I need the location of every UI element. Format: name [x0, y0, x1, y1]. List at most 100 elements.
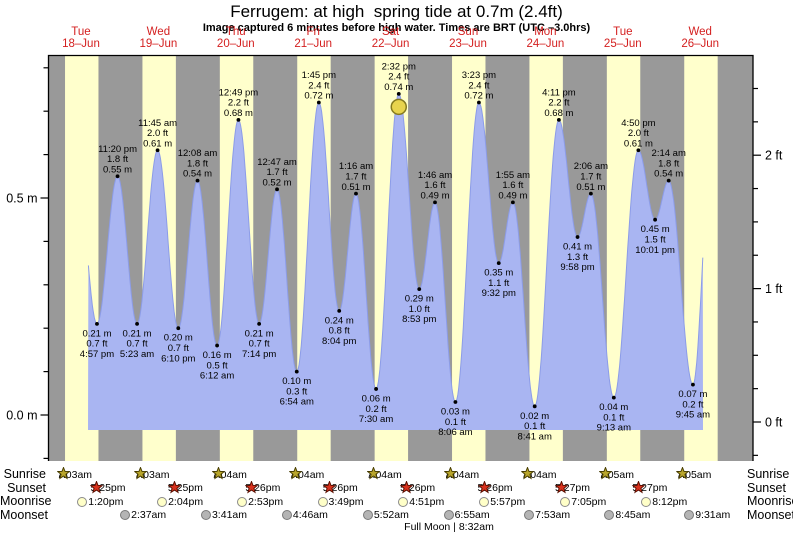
moonset-time: 9:31am [695, 509, 731, 521]
tide-annotation: 3:23 pm 2.4 ft 0.72 m [462, 70, 496, 102]
tide-dot [433, 200, 437, 205]
left-axis-label: 0.5 m [6, 192, 37, 206]
tide-annotation: 2:14 am 1.8 ft 0.54 m [652, 148, 686, 180]
moonset-entry: 6:55am [443, 508, 490, 523]
moonset-time: 5:52am [373, 509, 409, 521]
almanac-row-label-left-moonset: Moonset [0, 507, 48, 522]
tide-dot [653, 217, 658, 222]
moonset-time: 7:53am [535, 509, 571, 521]
moonrise-icon [641, 496, 652, 507]
tide-dot [215, 343, 219, 348]
tide-dot [477, 100, 481, 105]
day-date: 26–Jun [681, 38, 720, 50]
moonrise-time: 8:12pm [652, 495, 688, 508]
day-of-week: Thu [225, 26, 246, 38]
moonrise-entry: 4:51pm [398, 494, 444, 509]
day-label: Mon 24–Jun [510, 26, 580, 50]
moonrise-entry: 7:05pm [560, 494, 606, 509]
right-axis-label: 0 ft [765, 416, 783, 430]
sunrise-star-icon [289, 467, 303, 480]
sunrise-star-icon [211, 467, 225, 480]
tide-dot [636, 148, 641, 153]
tide-annotation: 0.21 m 0.7 ft 5:23 am [120, 328, 154, 360]
sunrise-star-icon [676, 467, 690, 480]
moonrise-time: 3:49pm [328, 495, 364, 508]
tide-dot [115, 174, 120, 179]
sunset-star-icon [90, 480, 104, 493]
tide-dot [195, 178, 200, 183]
tide-annotation: 12:47 am 1.7 ft 0.52 m [257, 157, 297, 189]
moonrise-entry: 2:53pm [237, 494, 283, 509]
tide-dot [294, 369, 299, 374]
tide-annotation: 0.02 m 0.1 ft 8:41 am [518, 411, 552, 443]
moonset-entry: 5:52am [362, 508, 409, 523]
tide-annotation: 0.06 m 0.2 ft 7:30 am [359, 393, 393, 425]
tide-annotation: 12:08 am 1.8 ft 0.54 m [178, 148, 218, 180]
tide-annotation: 0.24 m 0.8 ft 8:04 pm [322, 315, 356, 347]
moonrise-time: 5:57pm [490, 495, 526, 508]
sunrise-entry: 7:04am [521, 467, 557, 482]
moonrise-icon [237, 496, 248, 507]
sunrise-entry: 7:04am [444, 467, 479, 482]
tide-dot [257, 321, 262, 326]
tide-annotation: 4:50 pm 2.0 ft 0.61 m [621, 118, 655, 150]
sunrise-entry: 7:03am [57, 467, 92, 482]
tide-annotation: 0.29 m 1.0 ft 8:53 pm [402, 294, 436, 326]
tide-dot [666, 178, 671, 183]
tide-dot [275, 187, 279, 192]
tide-dot [496, 261, 501, 265]
tide-annotation: 1:45 pm 2.4 ft 0.72 m [302, 70, 336, 102]
day-label: Wed 26–Jun [665, 26, 735, 50]
day-date: 25–Jun [603, 38, 642, 50]
day-of-week: Mon [534, 26, 557, 38]
right-axis-label: 2 ft [765, 149, 783, 163]
day-label: Fri 21–Jun [278, 26, 348, 50]
moonrise-time: 2:04pm [168, 495, 204, 508]
sunset-star-icon [632, 480, 646, 493]
tide-dot [337, 308, 342, 313]
day-label: Thu 20–Jun [201, 26, 271, 50]
sunrise-entry: 7:04am [366, 467, 402, 482]
tide-annotation: 0.10 m 0.3 ft 6:54 am [280, 376, 314, 408]
moonset-entry: 4:46am [281, 508, 328, 523]
moonrise-icon [479, 496, 490, 507]
sunset-star-icon [245, 480, 259, 493]
moonset-icon [120, 510, 131, 520]
sunrise-entry: 7:04am [289, 467, 324, 482]
day-of-week: Wed [688, 26, 712, 38]
sunset-star-icon [167, 480, 181, 493]
day-label: Sun 23–Jun [433, 26, 503, 50]
almanac-row-label-left-sunrise: Sunrise [3, 467, 46, 481]
sunset-entry: 5:27pm [554, 480, 590, 496]
tide-annotation: 11:45 am 2.0 ft 0.61 m [138, 118, 177, 150]
day-of-week: Wed [146, 26, 171, 38]
day-date: 22–Jun [371, 38, 410, 50]
moonset-time: 2:37am [131, 509, 167, 521]
tide-dot [691, 382, 695, 387]
tide-dot [396, 91, 401, 96]
moonrise-time: 4:51pm [409, 495, 445, 508]
moonset-entry: 2:37am [120, 508, 166, 523]
tide-annotation: 0.45 m 1.5 ft 10:01 pm [635, 224, 675, 256]
moonrise-entry: 2:04pm [157, 494, 203, 509]
sunrise-entry: 7:05am [676, 467, 711, 482]
tide-annotation: 12:49 pm 2.2 ft 0.68 m [219, 87, 259, 119]
day-of-week: Tue [71, 26, 91, 38]
sunset-star-icon [322, 480, 336, 493]
moonrise-entry: 1:20pm [77, 494, 123, 509]
tide-annotation: 2:06 am 1.7 ft 0.51 m [574, 161, 608, 193]
moonset-time: 6:55am [454, 509, 490, 521]
moonrise-icon [77, 496, 88, 507]
sunset-entry: 5:26pm [322, 480, 358, 496]
sunrise-entry: 7:03am [134, 467, 169, 482]
tide-annotation: 11:20 pm 1.8 ft 0.55 m [98, 144, 137, 176]
sunrise-star-icon [521, 467, 535, 480]
tide-annotation: 0.21 m 0.7 ft 4:57 pm [80, 328, 114, 360]
almanac-row-label-right-moonset: Moonset [747, 507, 793, 522]
sunset-entry: 5:27pm [632, 480, 667, 496]
day-label: Wed 19–Jun [123, 26, 193, 50]
tide-curve [88, 93, 703, 431]
tide-annotation: 1:55 am 1.6 ft 0.49 m [496, 170, 530, 202]
